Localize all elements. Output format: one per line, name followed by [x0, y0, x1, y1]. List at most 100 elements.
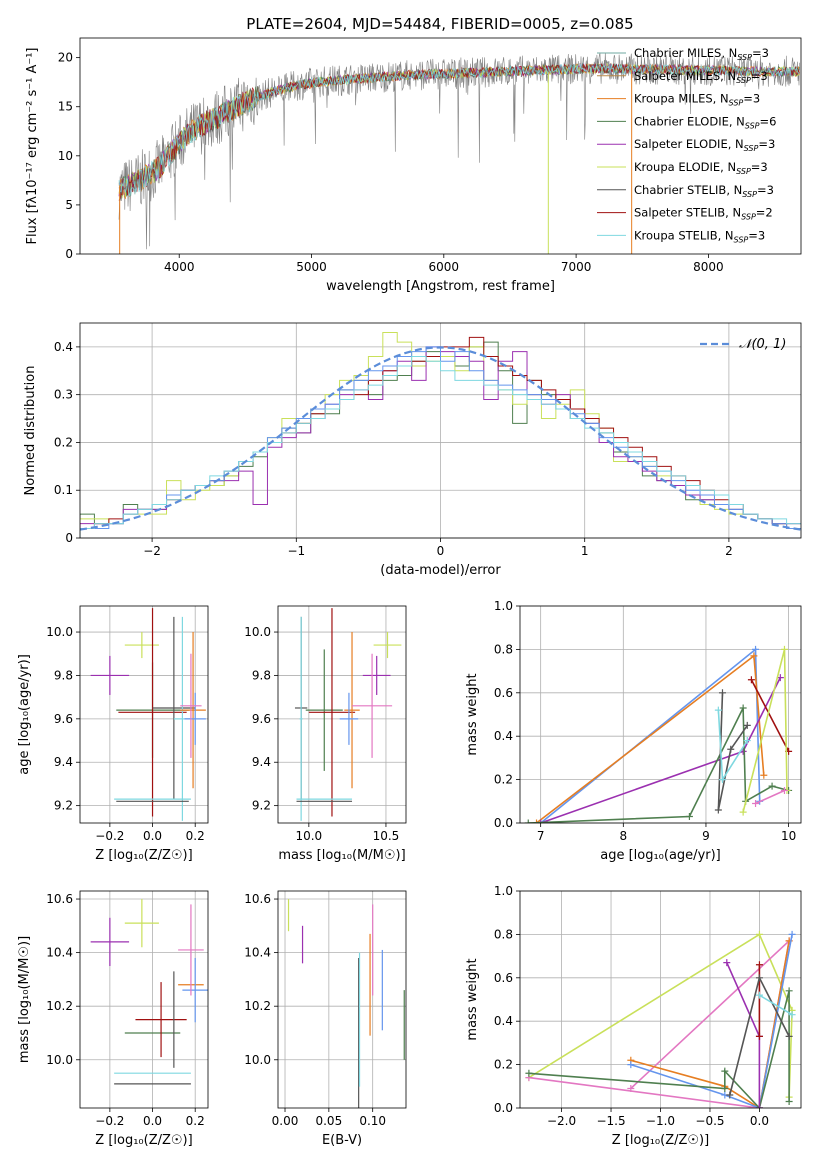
legend-sub: SSP	[737, 53, 752, 62]
histogram-series	[80, 355, 801, 538]
y-tick-label: 0.4	[494, 1014, 513, 1028]
figure-title: PLATE=2604, MJD=54484, FIBERID=0005, z=0…	[246, 15, 633, 33]
x-tick-label: 0.0	[143, 829, 162, 843]
x-tick-label: 0	[437, 544, 445, 558]
y-tick-label: 0.1	[54, 483, 73, 497]
x-tick-label: 7000	[561, 260, 592, 274]
weight-point	[780, 645, 788, 653]
legend-suffix: =2	[756, 206, 773, 220]
plot-frame	[79, 890, 209, 1109]
y-tick-label: 0.8	[494, 642, 513, 656]
x-tick-label: −0.5	[695, 1114, 724, 1128]
x-tick-label: 8000	[693, 260, 724, 274]
errorbars	[90, 608, 206, 821]
legend-label: Chabrier MILES, NSSP=3	[634, 46, 769, 62]
weight-series	[528, 933, 793, 1098]
x-axis-label: mass [log₁₀(M/M☉)]	[278, 848, 405, 863]
spectrum-lines	[118, 53, 800, 254]
x-tick-label: 0.2	[186, 829, 205, 843]
y-tick-label: 0.2	[494, 773, 513, 787]
x-tick-label: −0.2	[95, 829, 124, 843]
legend-sub: SSP	[744, 144, 759, 153]
y-tick-label: 0.8	[494, 927, 513, 941]
x-tick-label: 9	[702, 829, 710, 843]
weight-point	[768, 782, 776, 790]
y-tick-label: 10.4	[46, 946, 73, 960]
y-tick-label: 1.0	[494, 599, 513, 613]
z-age-panel: −0.2 0.0 0.2 9.2 9.4 9.6 9.8 10.0 Z [log₁₀(Z/Z☉)…	[17, 605, 209, 863]
y-tick-label: 9.8	[252, 668, 271, 682]
weight-point	[743, 737, 751, 745]
legend-sub: SSP	[736, 167, 751, 176]
legend-label: Salpeter STELIB, NSSP=2	[634, 206, 773, 222]
weight-series	[750, 679, 790, 752]
z-weight-panel: −2.0 −1.5 −1.0 −0.5 0.0 0.0 0.2 0.4 0.6 0.8 1.0 Z […	[465, 884, 802, 1148]
y-tick-label: 0	[65, 247, 73, 261]
weight-point	[747, 676, 755, 684]
x-axis-label: Z [log₁₀(Z/Z☉)]	[612, 1133, 709, 1148]
plot-frame	[79, 37, 802, 255]
x-tick-label: 0.0	[143, 1114, 162, 1128]
y-tick-label: 9.6	[54, 712, 73, 726]
model-line	[118, 63, 800, 197]
weight-point	[718, 689, 726, 697]
weight-point	[785, 1097, 793, 1105]
normal-curve	[80, 346, 801, 531]
y-axis-label: mass weight	[465, 673, 480, 755]
x-tick-label: −1.0	[646, 1114, 675, 1128]
weight-point	[752, 799, 760, 807]
y-tick-label: 20	[58, 51, 73, 65]
x-tick-label: 0.00	[272, 1114, 299, 1128]
legend-label: Salpeter MILES, NSSP=3	[634, 69, 768, 85]
plot-frame	[277, 890, 407, 1109]
x-tick-label: 10	[781, 829, 796, 843]
y-tick-label: 10.0	[244, 625, 271, 639]
x-tick-label: 6000	[429, 260, 460, 274]
y-tick-label: 0.4	[494, 729, 513, 743]
y-tick-label: 10.2	[46, 999, 73, 1013]
weight-series	[758, 994, 793, 1016]
legend-sub: SSP	[745, 121, 760, 130]
y-tick-label: 0.6	[494, 686, 513, 700]
weight-point	[739, 704, 747, 712]
x-axis-label: Z [log₁₀(Z/Z☉)]	[95, 1133, 192, 1148]
plot-frame	[79, 605, 209, 824]
legend-suffix: =3	[757, 183, 774, 197]
x-tick-label: 5000	[296, 260, 327, 274]
x-axis-label: E(B-V)	[322, 1133, 362, 1148]
y-tick-label: 5	[65, 198, 73, 212]
legend-label: Kroupa MILES, NSSP=3	[634, 92, 760, 108]
weight-series	[630, 940, 790, 1108]
plot-frame	[519, 605, 802, 824]
weight-point	[755, 974, 763, 982]
weight-point	[685, 812, 693, 820]
weight-point	[721, 1084, 729, 1092]
x-tick-label: −1	[287, 544, 305, 558]
legend-suffix: =3	[748, 228, 765, 242]
y-axis-label: mass [log₁₀(M/M☉)]	[17, 936, 32, 1063]
y-tick-label: 10.6	[244, 892, 271, 906]
weight-point	[760, 771, 768, 779]
residuals-histogram-panel: −2 −1 0 1 2 0 0.1 0.2 0.3 0.4 (data-model)/error No…	[23, 322, 802, 578]
z-mass-panel: −0.2 0.0 0.2 10.0 10.2 10.4 10.6 Z [log₁₀(Z/Z☉)…	[17, 890, 209, 1148]
weight-point	[739, 808, 747, 816]
weight-point	[524, 819, 532, 823]
weight-series	[528, 990, 790, 1108]
weight-series	[528, 707, 789, 823]
x-tick-label: 10.0	[295, 829, 322, 843]
x-tick-label: −2.0	[547, 1114, 576, 1128]
legend-label: Chabrier STELIB, NSSP=3	[634, 183, 774, 199]
weight-lines	[525, 930, 796, 1108]
x-tick-label: 0.05	[315, 1114, 342, 1128]
y-tick-label: 0.2	[54, 435, 73, 449]
y-tick-label: 0.0	[494, 816, 513, 830]
weight-point	[752, 645, 760, 653]
legend-suffix: =3	[751, 69, 768, 83]
y-tick-label: 9.8	[54, 668, 73, 682]
plot-frame	[79, 322, 802, 539]
weight-point	[755, 1032, 763, 1040]
plot-frame	[277, 605, 407, 824]
x-axis-label: wavelength [Angstrom, rest frame]	[326, 279, 555, 294]
y-tick-label: 0	[65, 531, 73, 545]
y-tick-label: 10.0	[46, 625, 73, 639]
